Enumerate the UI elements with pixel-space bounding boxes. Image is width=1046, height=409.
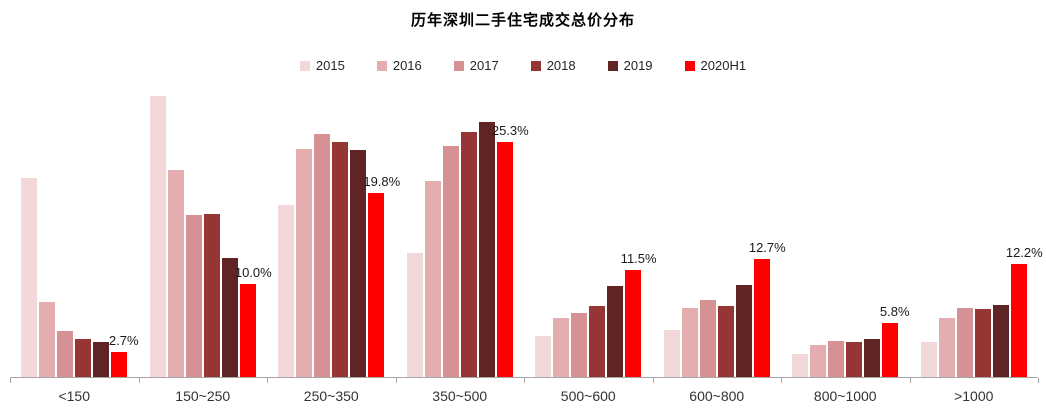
legend-item-2016: 2016 bbox=[376, 58, 422, 73]
legend-item-2015: 2015 bbox=[299, 58, 345, 73]
bar-2017 bbox=[185, 215, 202, 377]
bar-2018 bbox=[203, 214, 220, 377]
value-label: 2.7% bbox=[108, 333, 139, 348]
value-label: 12.2% bbox=[1005, 245, 1043, 260]
legend-label: 2020H1 bbox=[700, 58, 747, 73]
bar-2016 bbox=[553, 318, 570, 377]
bar-2019 bbox=[864, 339, 881, 377]
bar-2019 bbox=[607, 286, 624, 377]
chart-title: 历年深圳二手住宅成交总价分布 bbox=[410, 12, 635, 29]
value-label: 12.7% bbox=[748, 240, 786, 255]
bar-2018 bbox=[75, 339, 92, 377]
bar-2015 bbox=[920, 342, 937, 377]
legend-item-2017: 2017 bbox=[453, 58, 499, 73]
bar-group: 5.8% bbox=[781, 88, 910, 383]
bar-2020H1: 25.3% bbox=[492, 123, 529, 377]
bar-2019 bbox=[221, 258, 238, 377]
x-axis-label: 600~800 bbox=[689, 388, 745, 404]
bar-2016 bbox=[296, 149, 313, 377]
legend-swatch bbox=[299, 60, 310, 71]
value-label: 11.5% bbox=[620, 251, 657, 266]
legend-item-2019: 2019 bbox=[607, 58, 653, 73]
x-axis-label: 250~350 bbox=[303, 388, 359, 404]
bar-2020H1: 10.0% bbox=[235, 265, 272, 377]
bar-2018 bbox=[846, 342, 863, 377]
x-axis-label: <150 bbox=[58, 388, 91, 404]
legend-label: 2017 bbox=[469, 58, 499, 73]
bar-2016 bbox=[424, 181, 441, 377]
bar-2016 bbox=[810, 345, 827, 377]
bar-2015 bbox=[792, 354, 809, 377]
legend-item-2018: 2018 bbox=[530, 58, 576, 73]
bar-2020H1: 12.7% bbox=[749, 240, 786, 377]
legend-label: 2015 bbox=[315, 58, 345, 73]
x-axis-label: 150~250 bbox=[175, 388, 231, 404]
legend-swatch bbox=[530, 60, 541, 71]
bar-2017 bbox=[956, 308, 973, 377]
legend-label: 2019 bbox=[623, 58, 653, 73]
legend-label: 2018 bbox=[546, 58, 576, 73]
value-label: 10.0% bbox=[234, 265, 272, 280]
bar-2019 bbox=[350, 150, 367, 377]
bar-2019 bbox=[93, 342, 110, 377]
bar-2016 bbox=[167, 170, 184, 377]
legend-item-2020H1: 2020H1 bbox=[684, 58, 747, 73]
bar-group: 19.8% bbox=[267, 88, 400, 383]
value-label: 19.8% bbox=[363, 174, 401, 189]
legend-swatch bbox=[684, 60, 695, 71]
bar-2015 bbox=[406, 253, 423, 377]
x-axis-label: 500~600 bbox=[560, 388, 616, 404]
legend-swatch bbox=[453, 60, 464, 71]
bar-2018 bbox=[974, 309, 991, 377]
bar-2020H1: 5.8% bbox=[880, 304, 910, 377]
bar-2015 bbox=[21, 178, 38, 377]
bar-2020H1: 2.7% bbox=[109, 333, 139, 377]
value-label: 25.3% bbox=[491, 123, 529, 138]
bar-2018 bbox=[460, 132, 477, 377]
bar-2015 bbox=[663, 330, 680, 377]
bar-group: 25.3% bbox=[396, 88, 529, 383]
bar-2016 bbox=[938, 318, 955, 377]
bar-group: 12.2% bbox=[910, 88, 1043, 383]
plot-area: 2.7% 10.0% 19.8% 25.3% 11.5% 12.7% 5.8% 12.2% bbox=[10, 88, 1043, 383]
bar-2020H1: 11.5% bbox=[621, 251, 657, 377]
bar-2019 bbox=[992, 305, 1009, 377]
bar-2015 bbox=[535, 336, 552, 377]
bar-group: 2.7% bbox=[10, 88, 139, 383]
legend-swatch bbox=[376, 60, 387, 71]
bar-2020H1: 12.2% bbox=[1006, 245, 1043, 377]
legend: 2015 2016 2017 2018 2019 2020H1 bbox=[0, 58, 1046, 73]
bar-2019 bbox=[735, 285, 752, 377]
bar-2016 bbox=[39, 302, 56, 377]
bar-2017 bbox=[699, 300, 716, 377]
bar-2017 bbox=[57, 331, 74, 377]
legend-swatch bbox=[607, 60, 618, 71]
bar-group: 11.5% bbox=[524, 88, 657, 383]
bar-2015 bbox=[278, 205, 295, 377]
bar-group: 10.0% bbox=[139, 88, 272, 383]
value-label: 5.8% bbox=[879, 304, 910, 319]
legend-label: 2016 bbox=[392, 58, 422, 73]
bar-2018 bbox=[717, 306, 734, 377]
bar-2015 bbox=[149, 96, 166, 377]
bar-2016 bbox=[681, 308, 698, 377]
bar-group: 12.7% bbox=[653, 88, 786, 383]
bar-2017 bbox=[571, 313, 588, 377]
bar-2018 bbox=[589, 306, 606, 377]
bar-2017 bbox=[314, 134, 331, 377]
x-axis-label: 800~1000 bbox=[813, 388, 877, 404]
x-axis-label: 350~500 bbox=[432, 388, 488, 404]
bar-2017 bbox=[442, 146, 459, 377]
bar-2017 bbox=[828, 341, 845, 377]
x-axis-label: >1000 bbox=[954, 388, 994, 404]
bar-2019 bbox=[478, 122, 495, 377]
bar-2018 bbox=[332, 142, 349, 377]
bar-2020H1: 19.8% bbox=[363, 174, 400, 377]
x-axis-labels: <150 150~250 250~350 350~500 500~600 600~800 8… bbox=[10, 388, 1038, 404]
